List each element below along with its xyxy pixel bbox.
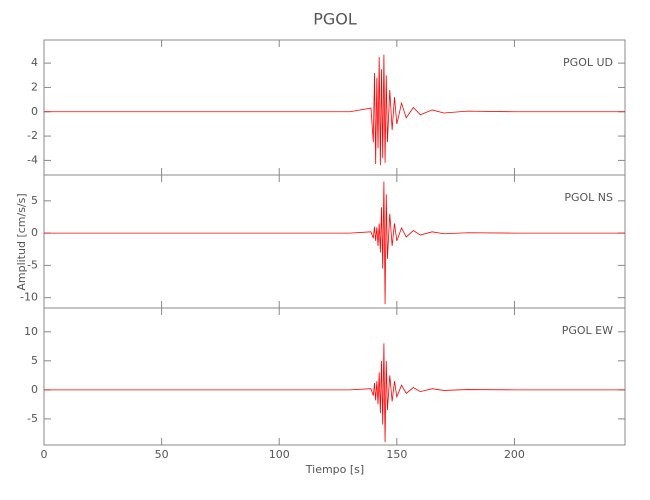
x-axis-label: Tiempo [s] <box>305 463 364 476</box>
waveform <box>44 181 625 305</box>
x-tick-label: 200 <box>504 448 525 461</box>
x-tick-label: 0 <box>41 448 48 461</box>
y-tick-label: -5 <box>27 412 38 425</box>
y-tick-label: 5 <box>31 194 38 207</box>
y-tick-label: 0 <box>31 383 38 396</box>
y-tick-label: 0 <box>31 226 38 239</box>
panel-frame <box>43 39 626 176</box>
x-tick-label: 50 <box>155 448 169 461</box>
chart-title: PGOL <box>313 10 357 29</box>
x-tick-label: 150 <box>386 448 407 461</box>
y-tick-label: 5 <box>31 354 38 367</box>
y-tick-label: 4 <box>31 56 38 69</box>
y-tick-label: -4 <box>27 153 38 166</box>
panel-label: PGOL NS <box>564 191 613 204</box>
waveform <box>44 54 625 166</box>
panel-label: PGOL UD <box>563 56 613 69</box>
panel-frame <box>43 174 626 309</box>
y-tick-label: -2 <box>27 129 38 142</box>
y-axis-label: Amplitud [cm/s/s] <box>15 193 28 290</box>
y-tick-label: -5 <box>27 258 38 271</box>
y-tick-label: 10 <box>24 325 38 338</box>
y-tick-label: 0 <box>31 105 38 118</box>
panel-label: PGOL EW <box>562 324 613 337</box>
waveform <box>44 343 625 443</box>
panel-frame <box>43 307 626 446</box>
y-tick-label: -10 <box>20 291 38 304</box>
x-tick-label: 100 <box>269 448 290 461</box>
y-tick-label: 2 <box>31 80 38 93</box>
